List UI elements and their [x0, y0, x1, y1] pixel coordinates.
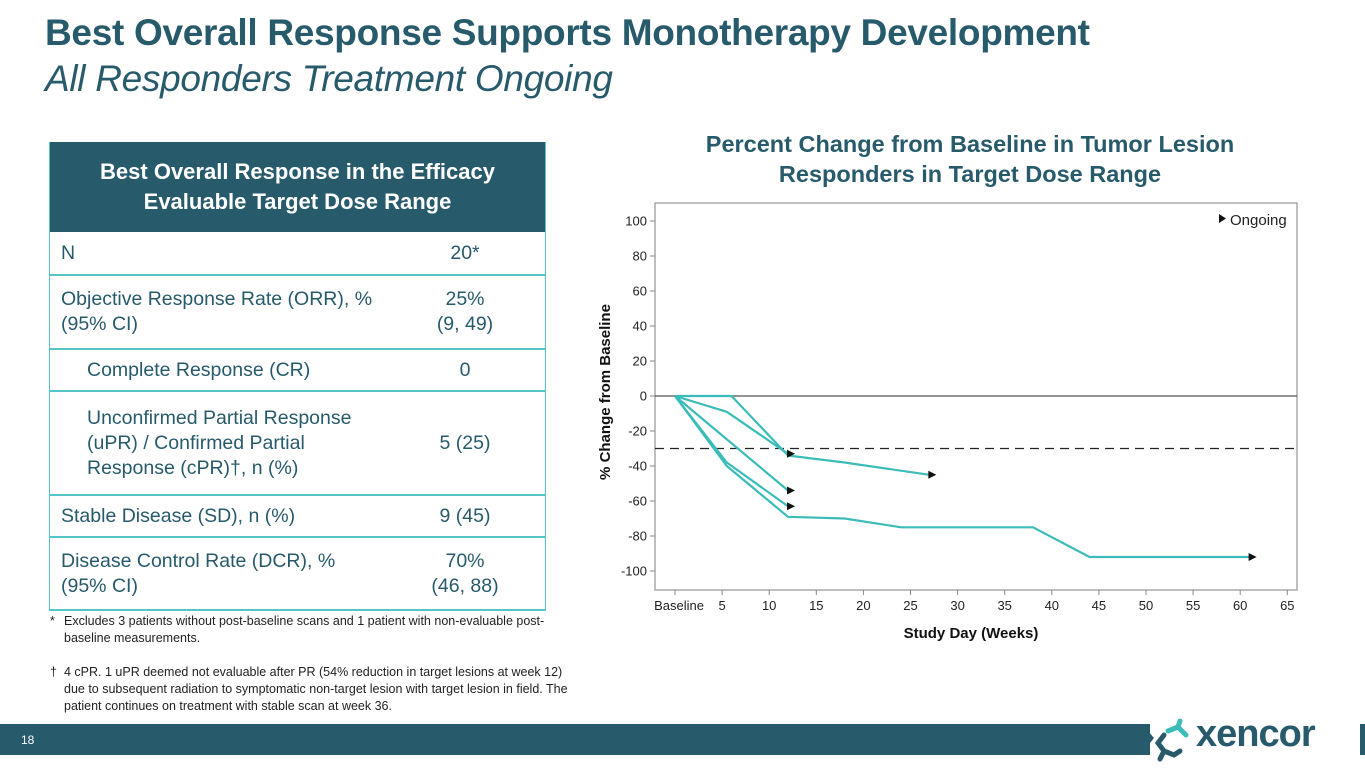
ongoing-arrow — [787, 486, 796, 495]
row-label: Disease Control Rate (DCR), % (95% CI) — [50, 549, 385, 599]
footnote-text: 4 cPR. 1 uPR deemed not evaluable after … — [64, 665, 568, 713]
table-header-line2: Evaluable Target Dose Range — [143, 189, 452, 214]
response-table: Best Overall Response in the Efficacy Ev… — [49, 142, 546, 611]
x-tick-label: 65 — [1280, 598, 1294, 613]
x-tick-label: 55 — [1186, 598, 1200, 613]
footnote-mark: † — [50, 665, 57, 679]
footnote-dagger: † 4 cPR. 1 uPR deemed not evaluable afte… — [50, 664, 585, 715]
row-label-line: (95% CI) — [61, 313, 138, 335]
y-tick-label: -100 — [621, 564, 647, 579]
y-tick-label: -80 — [628, 529, 647, 544]
row-label-line: N — [61, 241, 76, 264]
row-value: 5 (25) — [385, 431, 545, 456]
row-label-line: Complete Response (CR) — [87, 358, 311, 381]
xencor-logo-text: xencor — [1196, 713, 1316, 755]
footer-bar — [0, 724, 1365, 755]
ongoing-arrow — [928, 470, 937, 479]
ongoing-arrow — [787, 449, 796, 458]
row-value-line: (9, 49) — [436, 313, 494, 335]
y-axis-label: % Change from Baseline — [597, 304, 614, 480]
table-row: Complete Response (CR) 0 — [50, 350, 545, 392]
y-tick-label: -20 — [628, 424, 647, 439]
row-value-line: 20* — [450, 241, 480, 264]
row-label-line: Unconfirmed Partial Response — [87, 406, 352, 429]
legend-label: Ongoing — [1230, 212, 1287, 229]
row-label-line: Objective Response Rate (ORR), % — [61, 288, 373, 310]
row-value-line: 25% — [445, 288, 485, 310]
legend-arrow-icon — [1219, 214, 1226, 223]
x-tick-label: 40 — [1045, 598, 1059, 613]
row-value: 0 — [385, 358, 545, 383]
page-subtitle: All Responders Treatment Ongoing — [45, 58, 613, 99]
x-tick-label: 25 — [903, 598, 917, 613]
table-header-line1: Best Overall Response in the Efficacy — [100, 159, 495, 184]
row-label-line: (uPR) / Confirmed Partial — [87, 431, 305, 454]
y-tick-label: 40 — [633, 319, 647, 334]
x-tick-label: 60 — [1233, 598, 1247, 613]
page-number: 18 — [21, 733, 35, 747]
y-tick-label: -40 — [628, 459, 647, 474]
xencor-logo-icon — [1150, 718, 1189, 762]
y-tick-label: 20 — [633, 354, 647, 369]
x-tick-label: 45 — [1092, 598, 1106, 613]
series-line — [674, 395, 789, 492]
y-tick-label: -60 — [628, 494, 647, 509]
x-tick-label: 50 — [1139, 598, 1153, 613]
row-label: Complete Response (CR) — [50, 358, 385, 383]
row-value: 70% (46, 88) — [385, 549, 545, 599]
footnote-mark: * — [50, 614, 55, 628]
row-value-line: 5 (25) — [439, 431, 491, 454]
table-row: Unconfirmed Partial Response (uPR) / Conf… — [50, 392, 545, 496]
logo-area — [1150, 713, 1360, 763]
series-line — [674, 394, 789, 455]
row-label-line: (95% CI) — [61, 574, 138, 597]
table-row: Objective Response Rate (ORR), % (95% CI)… — [50, 276, 545, 350]
row-value-line: 0 — [459, 358, 471, 381]
page-title: Best Overall Response Supports Monothera… — [45, 12, 1090, 53]
row-value: 9 (45) — [385, 504, 545, 529]
table-row: Disease Control Rate (DCR), % (95% CI) 70%… — [50, 538, 545, 611]
row-value-line: (46, 88) — [431, 574, 499, 597]
table-row: Stable Disease (SD), n (%) 9 (45) — [50, 496, 545, 538]
row-value-line: 9 (45) — [439, 504, 491, 527]
row-value: 20* — [385, 241, 545, 266]
chart-title-line2: Responders in Target Dose Range — [778, 161, 1162, 187]
row-label: Objective Response Rate (ORR), % (95% CI) — [50, 287, 385, 337]
row-value-line: 70% — [445, 549, 485, 572]
plot-frame — [654, 202, 1298, 591]
row-label-line: Disease Control Rate (DCR), % — [61, 549, 336, 572]
table-row: N 20* — [50, 232, 545, 276]
footnote-text: Excludes 3 patients without post-baselin… — [64, 614, 545, 645]
chart-title: Percent Change from Baseline in Tumor Le… — [640, 129, 1300, 189]
series-line — [674, 395, 789, 508]
row-label: Stable Disease (SD), n (%) — [50, 504, 385, 529]
row-label: Unconfirmed Partial Response (uPR) / Conf… — [50, 406, 385, 481]
row-label-line: Stable Disease (SD), n (%) — [61, 504, 296, 527]
row-label: N — [50, 241, 385, 266]
x-tick-label: 30 — [950, 598, 964, 613]
x-tick-label: Baseline — [654, 598, 704, 613]
y-tick-label: 80 — [633, 249, 647, 264]
y-tick-label: 0 — [640, 389, 647, 404]
x-tick-label: 20 — [856, 598, 870, 613]
y-tick-label: 100 — [625, 214, 647, 229]
x-tick-label: 5 — [718, 598, 725, 613]
x-tick-label: 10 — [762, 598, 776, 613]
row-label-line: Response (cPR)†, n (%) — [87, 456, 299, 479]
table-header: Best Overall Response in the Efficacy Ev… — [50, 142, 545, 232]
x-tick-label: 15 — [809, 598, 823, 613]
chart-title-line1: Percent Change from Baseline in Tumor Le… — [705, 131, 1235, 157]
series-line — [675, 394, 930, 476]
y-tick-label: 60 — [633, 284, 647, 299]
footnote-asterisk: * Excludes 3 patients without post-basel… — [50, 613, 585, 647]
ongoing-arrow — [787, 502, 796, 511]
ongoing-arrow — [1248, 553, 1257, 561]
x-tick-label: 35 — [997, 598, 1011, 613]
row-value: 25% (9, 49) — [385, 287, 545, 337]
x-axis-label: Study Day (Weeks) — [904, 625, 1039, 642]
series-line — [674, 395, 1250, 559]
